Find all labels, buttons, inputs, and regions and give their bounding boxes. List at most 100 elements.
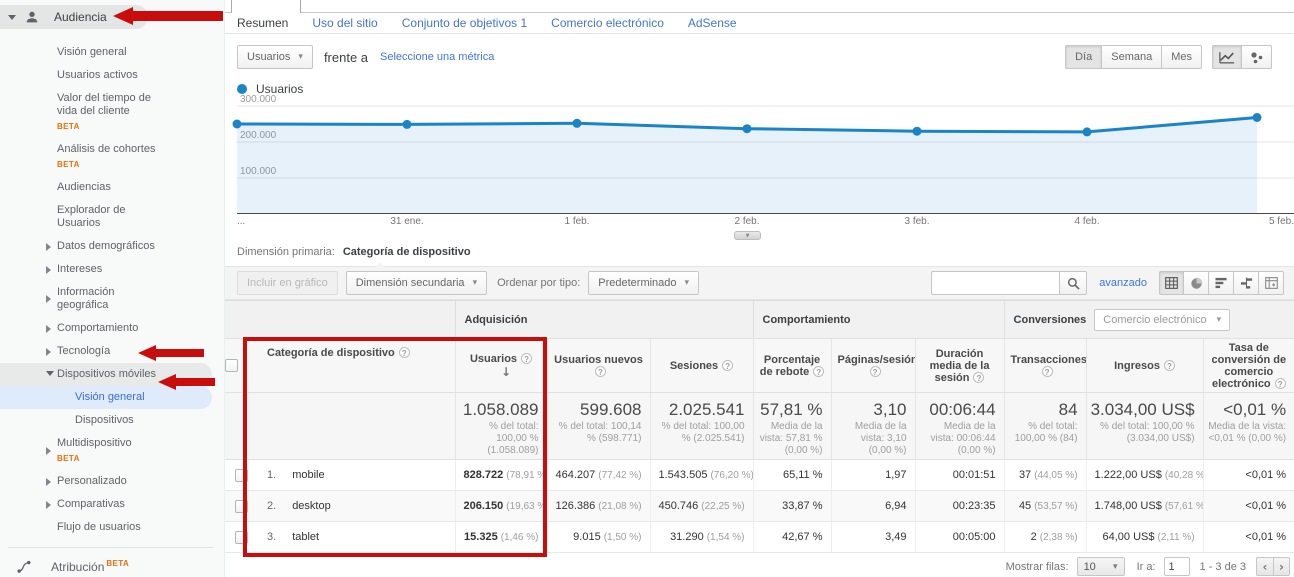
sidebar-item-visi-n-general[interactable]: Visión general [0,41,212,64]
table-toolbar: Incluir en gráfico Dimensión secundaria … [225,266,1294,300]
metric-dropdown[interactable]: Usuarios [237,45,313,69]
column-header-sesiones[interactable]: Sesiones [649,338,754,393]
bars-icon [1215,277,1227,289]
dimension-column-header[interactable]: Categoría de dispositivo [257,338,455,393]
goto-label: Ir a: [1136,560,1156,573]
sidebar-item-intereses[interactable]: Intereses [0,258,212,281]
sidebar-item-audiencias[interactable]: Audiencias [0,176,212,199]
tab-conjunto-objetivos[interactable]: Conjunto de objetivos 1 [401,16,528,30]
tab-resumen[interactable]: Resumen [237,16,289,30]
metric-cell: 1.748,00 US$(57,61 %) [1085,490,1204,522]
sidebar-item-flujo-de-usuarios[interactable]: Flujo de usuarios [0,516,212,539]
beta-badge: BETA [106,559,130,568]
primary-dimension-active[interactable]: Categoría de dispositivo [342,246,471,258]
column-header-tasa-de-conversi-n-de-comercio-electr-nico[interactable]: Tasa de conversión de comercio electróni… [1202,338,1294,393]
sidebar-item-an-lisis-de-cohortes[interactable]: Análisis de cohortes BETA [0,138,212,176]
sidebar-item-label: Personalizado [57,475,127,487]
sidebar-item-usuarios-activos[interactable]: Usuarios activos [0,64,212,87]
metric-cell: 9.015 (1,50 %) [546,521,650,553]
column-header-transacciones[interactable]: Transacciones [1003,338,1087,393]
help-icon [1041,365,1053,377]
column-header-p-ginas-sesi-n[interactable]: Páginas/sesión [830,338,916,393]
attribution-icon [17,560,31,573]
column-header-usuarios[interactable]: Usuarios↓ [454,338,547,393]
explorer-tab-partial[interactable] [231,0,301,13]
x-tick-label: ... [237,216,246,227]
pivot-view-button[interactable] [1259,271,1284,295]
device-category-value[interactable]: desktop [292,500,331,512]
plot-rows-button[interactable]: Incluir en gráfico [237,271,338,295]
sidebar-item-informaci-n-geogr-fica[interactable]: Información geográfica [0,281,212,317]
row-rank: 1. [267,469,277,481]
granularity-day-button[interactable]: Día [1065,45,1103,69]
percentage-view-button[interactable] [1184,271,1209,295]
row-checkbox[interactable] [234,499,248,513]
sidebar-item-visi-n-general[interactable]: Visión general [0,386,212,409]
sidebar-item-explorador-de-usuarios[interactable]: Explorador de Usuarios [0,199,212,235]
timeline-handle[interactable] [734,231,761,240]
series-dot-icon [237,84,247,94]
select-metric-link[interactable]: Seleccione una métrica [380,51,495,63]
sidebar-item-personalizado[interactable]: Personalizado [0,470,212,493]
device-category-cell: 3. tablet [257,521,455,553]
tab-uso-del-sitio[interactable]: Uso del sitio [312,16,378,30]
sidebar-item-label: Explorador de Usuarios [57,204,126,229]
totals-metric-cell: 3.034,00 US$% del total: 100,00 % (3.034… [1085,392,1204,460]
tab-strip-line [225,12,1294,13]
help-icon [722,359,734,371]
column-header-ingresos[interactable]: Ingresos [1085,338,1204,393]
sidebar-item-comportamiento[interactable]: Comportamiento [0,317,212,340]
granularity-week-button[interactable]: Semana [1102,45,1163,69]
sidebar-section-audience[interactable]: Audiencia [0,5,148,29]
x-tick-label: 4 feb. [1074,216,1100,227]
next-page-button[interactable]: › [1273,557,1290,576]
sort-type-dropdown[interactable]: Predeterminado [588,271,700,295]
primary-dimension-label: Dimensión primaria: [237,246,335,258]
column-header-duraci-n-media-de-la-sesi-n[interactable]: Duración media de la sesión [914,338,1005,393]
sidebar-item-valor-del-tiempo-de-vida-del-cliente[interactable]: Valor del tiempo de vida del cliente BETA [0,87,212,138]
table-view-button[interactable] [1159,271,1184,295]
performance-view-button[interactable] [1209,271,1234,295]
comparison-icon [1240,277,1252,289]
granularity-group: Día Semana Mes [1065,45,1202,69]
line-chart[interactable]: 100.000 200.000 300.000 [232,94,1294,214]
sidebar-section-attribution[interactable]: Atribución BETA [0,548,224,577]
beta-badge: BETA [57,122,80,131]
goto-page-input[interactable] [1163,557,1190,576]
metric-cell: 45 (53,57 %) [1003,490,1087,522]
sidebar-item-tecnolog-a[interactable]: Tecnología [0,340,212,363]
line-chart-icon [1219,51,1235,63]
chart-controls: Usuarios frente a Seleccione una métrica… [225,34,1294,80]
chevron-down-icon [8,14,16,20]
select-all-checkbox[interactable] [225,359,238,372]
rows-per-page-dropdown[interactable]: 10 [1076,557,1125,576]
device-category-cell: 2. desktop [257,490,455,522]
sidebar-item-dispositivos-m-viles[interactable]: Dispositivos móviles [0,363,212,386]
device-category-value[interactable]: tablet [292,531,320,543]
row-checkbox[interactable] [234,530,248,544]
advanced-search-link[interactable]: avanzado [1099,277,1147,289]
line-chart-view-button[interactable] [1212,45,1242,69]
granularity-month-button[interactable]: Mes [1162,45,1202,69]
help-icon [1274,377,1286,389]
table-search-input[interactable] [931,271,1060,295]
tab-adsense[interactable]: AdSense [687,16,737,30]
sidebar-item-datos-demogr-ficos[interactable]: Datos demográficos [0,235,212,258]
sidebar-item-multidispositivo[interactable]: Multidispositivo BETA [0,432,212,470]
column-header-porcentaje-de-rebote[interactable]: Porcentaje de rebote [752,338,832,393]
conversions-type-dropdown[interactable]: Comercio electrónico [1094,308,1231,331]
comparison-view-button[interactable] [1234,271,1259,295]
sidebar-item-comparativas[interactable]: Comparativas [0,493,212,516]
column-header-usuarios-nuevos[interactable]: Usuarios nuevos [546,338,650,393]
secondary-dimension-dropdown[interactable]: Dimensión secundaria [345,271,488,295]
motion-chart-view-button[interactable] [1242,45,1272,69]
row-checkbox[interactable] [234,468,248,482]
tab-comercio-electronico[interactable]: Comercio electrónico [551,16,664,30]
sidebar-item-dispositivos[interactable]: Dispositivos [0,409,212,432]
chevron-right-icon [46,447,51,455]
prev-page-button[interactable]: ‹ [1256,557,1273,576]
device-category-value[interactable]: mobile [292,469,325,481]
search-button[interactable] [1059,271,1088,295]
chevron-right-icon [46,500,51,509]
sidebar-items: Visión general Usuarios activos Valor del … [0,37,224,539]
